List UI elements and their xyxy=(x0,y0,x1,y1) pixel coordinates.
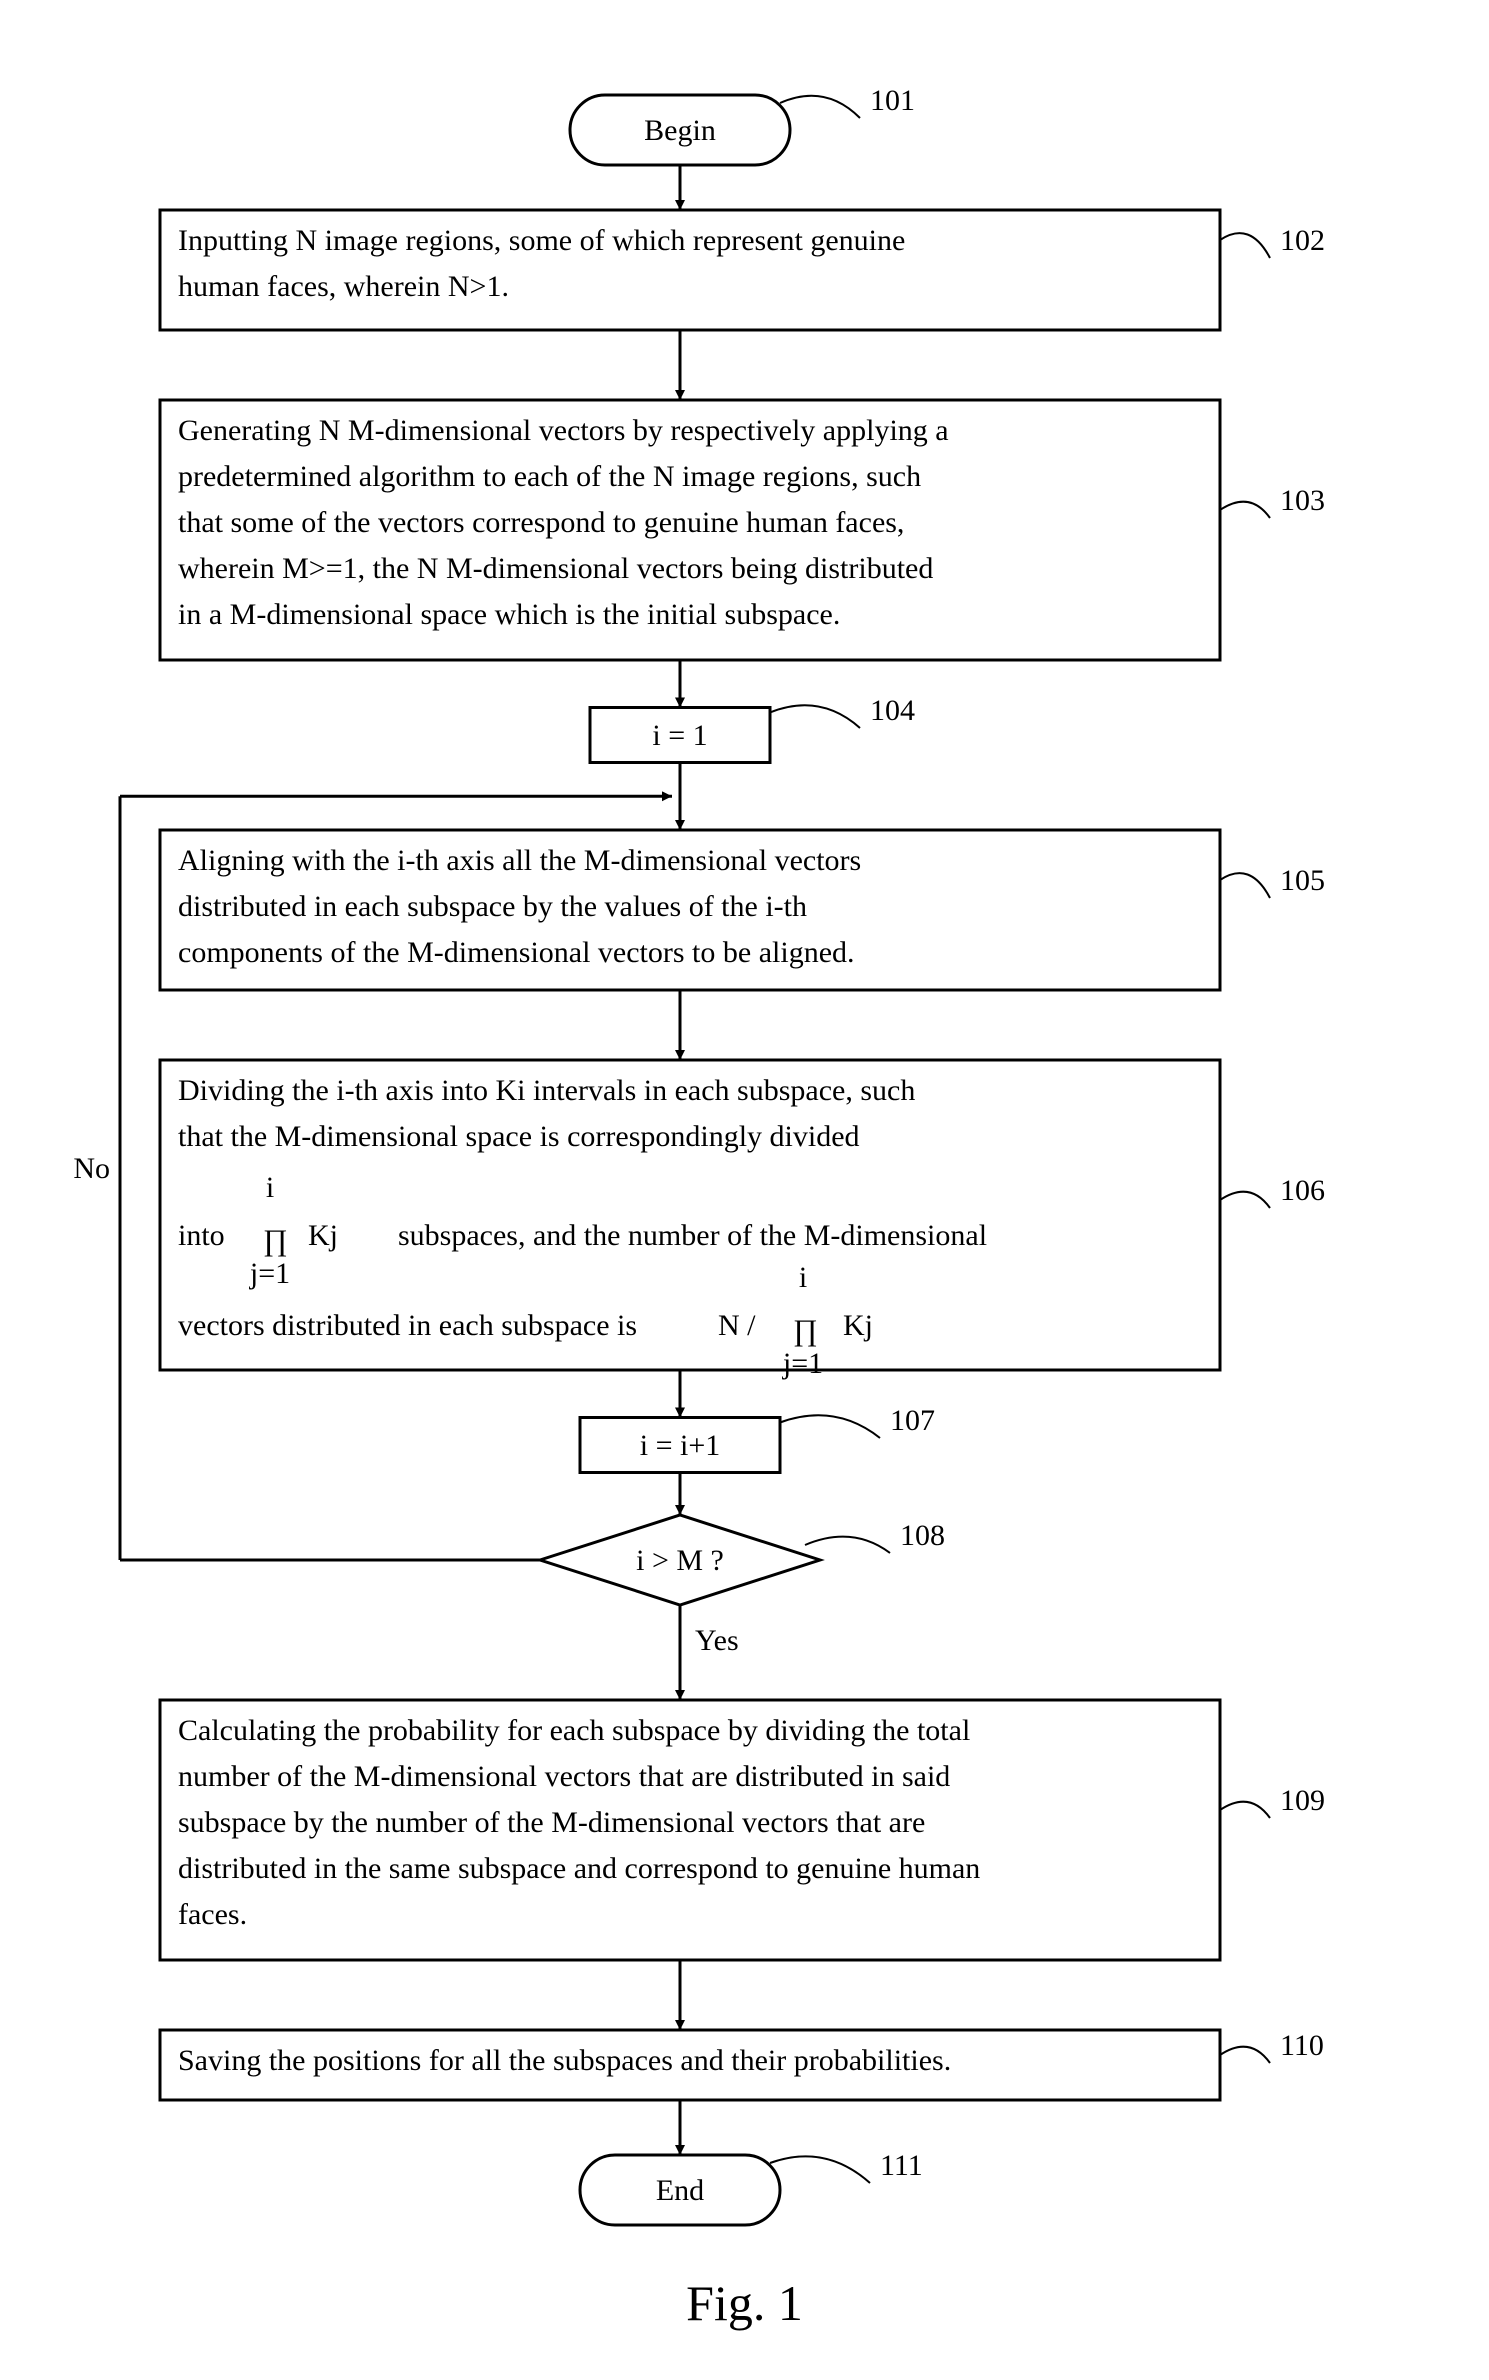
svg-text:101: 101 xyxy=(870,84,915,117)
svg-text:106: 106 xyxy=(1280,1174,1325,1207)
svg-text:components of the M-dimensiona: components of the M-dimensional vectors … xyxy=(178,936,855,969)
svg-text:i = 1: i = 1 xyxy=(652,719,707,752)
svg-text:Dividing the i-th axis into Ki: Dividing the i-th axis into Ki intervals… xyxy=(178,1074,915,1107)
svg-text:Aligning with the i-th axis al: Aligning with the i-th axis all the M-di… xyxy=(178,844,861,877)
svg-text:111: 111 xyxy=(880,2149,923,2182)
svg-text:distributed in each subspace b: distributed in each subspace by the valu… xyxy=(178,890,807,923)
svg-text:104: 104 xyxy=(870,694,915,727)
svg-text:110: 110 xyxy=(1280,2029,1324,2062)
svg-text:Generating N M-dimensional vec: Generating N M-dimensional vectors by re… xyxy=(178,414,949,447)
svg-text:N /: N / xyxy=(718,1309,756,1342)
svg-text:faces.: faces. xyxy=(178,1898,247,1931)
svg-text:Kj: Kj xyxy=(308,1219,338,1252)
svg-text:i: i xyxy=(799,1261,807,1294)
svg-text:102: 102 xyxy=(1280,224,1325,257)
svg-text:i > M ?: i > M ? xyxy=(636,1544,724,1577)
svg-text:subspaces, and the number of t: subspaces, and the number of the M-dimen… xyxy=(398,1219,987,1252)
svg-text:in a M-dimensional space which: in a M-dimensional space which is the in… xyxy=(178,598,840,631)
svg-text:Inputting N image regions, som: Inputting N image regions, some of which… xyxy=(178,224,905,257)
svg-text:wherein M>=1, the N M-dimensio: wherein M>=1, the N M-dimensional vector… xyxy=(178,552,933,585)
svg-text:∏: ∏ xyxy=(263,1224,288,1257)
svg-text:Kj: Kj xyxy=(843,1309,873,1342)
svg-text:human faces, wherein N>1.: human faces, wherein N>1. xyxy=(178,270,509,303)
svg-text:that some of the vectors corre: that some of the vectors correspond to g… xyxy=(178,506,904,539)
svg-text:number of the M-dimensional ve: number of the M-dimensional vectors that… xyxy=(178,1760,950,1793)
svg-text:Yes: Yes xyxy=(695,1624,739,1657)
svg-text:Saving the positions for all t: Saving the positions for all the subspac… xyxy=(178,2044,951,2077)
svg-text:that the M-dimensional space i: that the M-dimensional space is correspo… xyxy=(178,1120,860,1153)
svg-text:End: End xyxy=(656,2174,704,2207)
svg-text:i = i+1: i = i+1 xyxy=(640,1429,721,1462)
svg-text:distributed in the same subspa: distributed in the same subspace and cor… xyxy=(178,1852,980,1885)
svg-text:No: No xyxy=(73,1152,110,1185)
svg-text:Begin: Begin xyxy=(644,114,716,147)
svg-text:107: 107 xyxy=(890,1404,935,1437)
svg-text:103: 103 xyxy=(1280,484,1325,517)
svg-text:j=1: j=1 xyxy=(782,1347,823,1380)
svg-text:predetermined algorithm to eac: predetermined algorithm to each of the N… xyxy=(178,460,921,493)
svg-text:109: 109 xyxy=(1280,1784,1325,1817)
svg-text:i: i xyxy=(266,1171,274,1204)
svg-text:j=1: j=1 xyxy=(249,1257,290,1290)
svg-text:Fig. 1: Fig. 1 xyxy=(686,2275,803,2331)
svg-text:Calculating the probability fo: Calculating the probability for each sub… xyxy=(178,1714,970,1747)
svg-text:105: 105 xyxy=(1280,864,1325,897)
svg-text:∏: ∏ xyxy=(793,1314,818,1347)
svg-text:subspace by the number of the: subspace by the number of the M-dimensio… xyxy=(178,1806,925,1839)
svg-text:108: 108 xyxy=(900,1519,945,1552)
svg-text:vectors distributed in each su: vectors distributed in each subspace is xyxy=(178,1309,637,1342)
svg-text:into: into xyxy=(178,1219,225,1252)
